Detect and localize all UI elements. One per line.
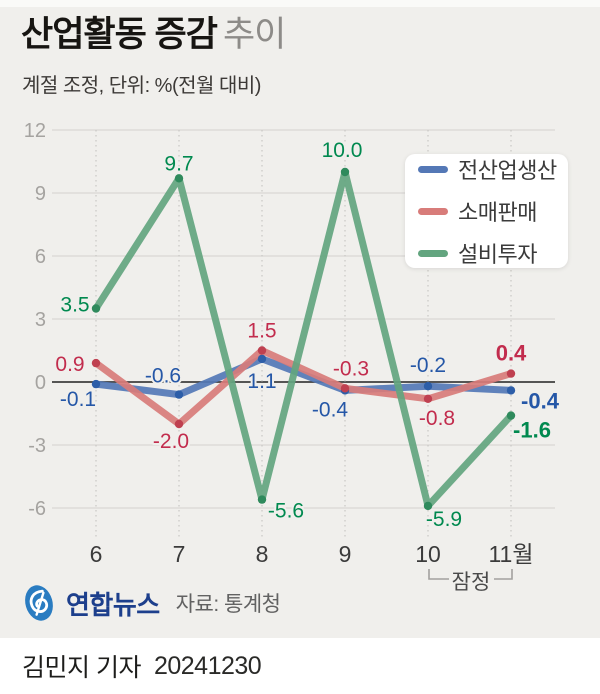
data-point [340, 384, 350, 393]
legend-label: 설비투자 [458, 242, 537, 267]
data-label: -0.3 [333, 357, 369, 380]
legend-item-facility-investment: 설비투자 [418, 237, 568, 269]
title-sub: 추이 [222, 15, 286, 54]
page-title: 산업활동 증감 추이 [21, 15, 286, 55]
y-axis-tick-label: 9 [35, 183, 46, 205]
legend-swatch-red [418, 207, 448, 215]
chart-legend: 전산업생산 소매판매 설비투자 [405, 154, 568, 268]
data-point [257, 495, 267, 504]
data-label: -0.8 [419, 407, 455, 430]
yonhap-logo-icon [25, 585, 53, 621]
data-point [174, 390, 184, 399]
footer: 연합뉴스 자료: 통계청 [18, 582, 281, 624]
top-strip [0, 0, 600, 7]
provisional-label: 잠정 [452, 571, 491, 594]
bracket-line [428, 569, 513, 580]
header: 산업활동 증감 추이 계절 조정, 단위: %(전월 대비) [21, 15, 286, 98]
data-label: 1.5 [247, 320, 276, 343]
y-axis-tick-label: 3 [35, 309, 46, 331]
legend-label: 전산업생산 [458, 158, 557, 183]
data-label: -0.4 [521, 388, 560, 413]
legend-label: 소매판매 [458, 200, 537, 225]
data-label: 0.4 [496, 341, 527, 366]
x-axis-label: 7 [173, 541, 186, 567]
data-point [506, 386, 516, 395]
x-axis-label: 6 [90, 541, 103, 567]
data-label: -0.2 [410, 354, 446, 377]
provisional-bracket: 잠정 [428, 569, 513, 594]
data-point [174, 419, 184, 429]
data-point [257, 346, 267, 355]
y-axis-tick-label: 12 [24, 120, 46, 142]
data-point [423, 501, 433, 511]
data-label: 10.0 [322, 139, 363, 162]
brand-name: 연합뉴스 [66, 589, 160, 620]
legend-swatch-green [418, 249, 448, 257]
y-axis-tick-label: 6 [35, 246, 46, 268]
legend-swatch-blue [418, 165, 448, 173]
series-line-소매판매 [92, 347, 515, 428]
data-point [91, 304, 101, 313]
legend-item-retail-sales: 소매판매 [418, 195, 568, 227]
legend-item-industry-production: 전산업생산 [418, 153, 568, 185]
credit-bar: 김민지 기자 20241230 [0, 638, 600, 694]
publish-date: 20241230 [153, 651, 262, 680]
chart-unit-note: 계절 조정, 단위: %(전월 대비) [22, 74, 261, 97]
data-point [340, 167, 350, 177]
data-point [91, 358, 101, 368]
data-label: -5.6 [268, 500, 304, 523]
data-point [506, 369, 516, 378]
data-point [423, 394, 433, 403]
data-label: -0.6 [145, 365, 181, 388]
y-axis-tick-label: -3 [28, 435, 46, 457]
series-line-설비투자 [92, 168, 515, 510]
data-point [257, 354, 267, 364]
data-point [91, 379, 101, 389]
data-label: -0.1 [60, 388, 96, 411]
data-label: -2.0 [153, 430, 189, 453]
data-label: -0.4 [312, 398, 349, 421]
x-axis-label: 9 [339, 541, 352, 567]
data-label: -5.9 [426, 508, 462, 531]
data-source: 자료: 통계청 [175, 593, 281, 616]
data-label: -1.6 [513, 418, 551, 443]
reporter-name: 김민지 기자 [22, 654, 141, 682]
data-point [423, 382, 433, 391]
data-label: 9.7 [164, 152, 193, 175]
data-point [174, 174, 184, 183]
x-axis-label: 10 [415, 541, 441, 567]
y-axis-tick-label: -6 [28, 498, 46, 520]
data-label: 1.1 [247, 370, 276, 393]
x-axis-label: 11월 [488, 541, 533, 567]
series-line-전산업생산 [92, 355, 515, 399]
y-axis-tick-label: 0 [35, 372, 46, 394]
data-point [506, 411, 516, 420]
x-axis-label: 8 [256, 541, 269, 567]
data-label: 3.5 [60, 294, 89, 317]
title-main: 산업활동 증감 [21, 15, 218, 54]
data-label: 0.9 [55, 353, 84, 376]
